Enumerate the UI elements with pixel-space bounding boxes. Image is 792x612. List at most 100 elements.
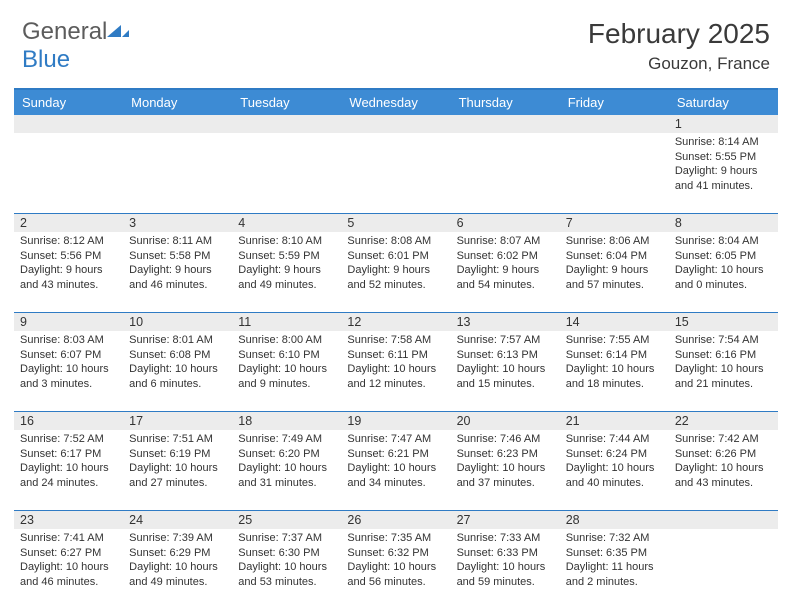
- day-cell: Sunrise: 8:08 AMSunset: 6:01 PMDaylight:…: [341, 232, 450, 312]
- day-cell: Sunrise: 8:11 AMSunset: 5:58 PMDaylight:…: [123, 232, 232, 312]
- daynum-row: 2345678: [14, 214, 778, 232]
- day-number: 23: [14, 511, 123, 529]
- day-number: 13: [451, 313, 560, 331]
- day-cell: Sunrise: 8:10 AMSunset: 5:59 PMDaylight:…: [232, 232, 341, 312]
- calendar: SundayMondayTuesdayWednesdayThursdayFrid…: [14, 88, 778, 609]
- weekday-label: Saturday: [669, 90, 778, 115]
- day-cell: Sunrise: 7:46 AMSunset: 6:23 PMDaylight:…: [451, 430, 560, 510]
- day-number: [560, 115, 669, 133]
- day-detail: Sunrise: 7:51 AMSunset: 6:19 PMDaylight:…: [129, 432, 226, 490]
- day-cell: Sunrise: 7:52 AMSunset: 6:17 PMDaylight:…: [14, 430, 123, 510]
- weekday-label: Wednesday: [341, 90, 450, 115]
- page-subtitle: Gouzon, France: [588, 54, 770, 74]
- logo: General Blue: [22, 18, 129, 74]
- day-detail: Sunrise: 7:32 AMSunset: 6:35 PMDaylight:…: [566, 531, 663, 589]
- day-cell: Sunrise: 7:54 AMSunset: 6:16 PMDaylight:…: [669, 331, 778, 411]
- day-number: 15: [669, 313, 778, 331]
- day-number: 6: [451, 214, 560, 232]
- logo-text: General Blue: [22, 18, 129, 74]
- day-cell: [123, 133, 232, 213]
- day-number: 27: [451, 511, 560, 529]
- day-detail: Sunrise: 7:33 AMSunset: 6:33 PMDaylight:…: [457, 531, 554, 589]
- day-cell: Sunrise: 8:06 AMSunset: 6:04 PMDaylight:…: [560, 232, 669, 312]
- calendar-week: Sunrise: 7:52 AMSunset: 6:17 PMDaylight:…: [14, 430, 778, 511]
- day-cell: Sunrise: 7:37 AMSunset: 6:30 PMDaylight:…: [232, 529, 341, 609]
- day-number: 21: [560, 412, 669, 430]
- day-cell: Sunrise: 7:58 AMSunset: 6:11 PMDaylight:…: [341, 331, 450, 411]
- day-detail: Sunrise: 7:37 AMSunset: 6:30 PMDaylight:…: [238, 531, 335, 589]
- day-detail: Sunrise: 7:42 AMSunset: 6:26 PMDaylight:…: [675, 432, 772, 490]
- day-number: 22: [669, 412, 778, 430]
- day-detail: Sunrise: 8:11 AMSunset: 5:58 PMDaylight:…: [129, 234, 226, 292]
- day-cell: Sunrise: 7:42 AMSunset: 6:26 PMDaylight:…: [669, 430, 778, 510]
- day-number: 1: [669, 115, 778, 133]
- weekday-label: Friday: [560, 90, 669, 115]
- day-cell: Sunrise: 7:44 AMSunset: 6:24 PMDaylight:…: [560, 430, 669, 510]
- day-number: 8: [669, 214, 778, 232]
- day-number: 28: [560, 511, 669, 529]
- weekday-label: Tuesday: [232, 90, 341, 115]
- day-cell: Sunrise: 7:47 AMSunset: 6:21 PMDaylight:…: [341, 430, 450, 510]
- day-detail: Sunrise: 7:55 AMSunset: 6:14 PMDaylight:…: [566, 333, 663, 391]
- day-detail: Sunrise: 8:10 AMSunset: 5:59 PMDaylight:…: [238, 234, 335, 292]
- day-number: 12: [341, 313, 450, 331]
- day-detail: Sunrise: 8:14 AMSunset: 5:55 PMDaylight:…: [675, 135, 772, 193]
- calendar-week: Sunrise: 8:12 AMSunset: 5:56 PMDaylight:…: [14, 232, 778, 313]
- day-detail: Sunrise: 7:35 AMSunset: 6:32 PMDaylight:…: [347, 531, 444, 589]
- weekday-label: Sunday: [14, 90, 123, 115]
- day-cell: [232, 133, 341, 213]
- day-number: [669, 511, 778, 529]
- day-detail: Sunrise: 7:47 AMSunset: 6:21 PMDaylight:…: [347, 432, 444, 490]
- day-cell: Sunrise: 7:55 AMSunset: 6:14 PMDaylight:…: [560, 331, 669, 411]
- day-cell: [341, 133, 450, 213]
- day-cell: [451, 133, 560, 213]
- day-detail: Sunrise: 8:07 AMSunset: 6:02 PMDaylight:…: [457, 234, 554, 292]
- day-number: 10: [123, 313, 232, 331]
- day-number: 5: [341, 214, 450, 232]
- day-cell: Sunrise: 8:03 AMSunset: 6:07 PMDaylight:…: [14, 331, 123, 411]
- calendar-week: Sunrise: 8:14 AMSunset: 5:55 PMDaylight:…: [14, 133, 778, 214]
- day-number: 16: [14, 412, 123, 430]
- day-cell: Sunrise: 8:12 AMSunset: 5:56 PMDaylight:…: [14, 232, 123, 312]
- day-cell: [14, 133, 123, 213]
- daynum-row: 1: [14, 115, 778, 133]
- day-number: 4: [232, 214, 341, 232]
- day-cell: Sunrise: 8:04 AMSunset: 6:05 PMDaylight:…: [669, 232, 778, 312]
- day-number: [123, 115, 232, 133]
- day-detail: Sunrise: 7:49 AMSunset: 6:20 PMDaylight:…: [238, 432, 335, 490]
- weekday-header: SundayMondayTuesdayWednesdayThursdayFrid…: [14, 90, 778, 115]
- day-cell: Sunrise: 7:35 AMSunset: 6:32 PMDaylight:…: [341, 529, 450, 609]
- day-detail: Sunrise: 7:58 AMSunset: 6:11 PMDaylight:…: [347, 333, 444, 391]
- day-number: 17: [123, 412, 232, 430]
- day-number: [341, 115, 450, 133]
- logo-mark-icon: [107, 18, 129, 34]
- day-detail: Sunrise: 7:52 AMSunset: 6:17 PMDaylight:…: [20, 432, 117, 490]
- title-block: February 2025 Gouzon, France: [588, 18, 770, 74]
- day-number: 20: [451, 412, 560, 430]
- day-detail: Sunrise: 8:00 AMSunset: 6:10 PMDaylight:…: [238, 333, 335, 391]
- logo-word-1: General: [22, 18, 107, 45]
- day-cell: [560, 133, 669, 213]
- day-number: [14, 115, 123, 133]
- day-number: [451, 115, 560, 133]
- calendar-week: Sunrise: 7:41 AMSunset: 6:27 PMDaylight:…: [14, 529, 778, 609]
- calendar-week: Sunrise: 8:03 AMSunset: 6:07 PMDaylight:…: [14, 331, 778, 412]
- day-cell: Sunrise: 8:00 AMSunset: 6:10 PMDaylight:…: [232, 331, 341, 411]
- daynum-row: 232425262728: [14, 511, 778, 529]
- day-detail: Sunrise: 7:39 AMSunset: 6:29 PMDaylight:…: [129, 531, 226, 589]
- day-cell: Sunrise: 7:39 AMSunset: 6:29 PMDaylight:…: [123, 529, 232, 609]
- day-detail: Sunrise: 8:04 AMSunset: 6:05 PMDaylight:…: [675, 234, 772, 292]
- day-number: 7: [560, 214, 669, 232]
- day-detail: Sunrise: 8:01 AMSunset: 6:08 PMDaylight:…: [129, 333, 226, 391]
- weekday-label: Thursday: [451, 90, 560, 115]
- day-detail: Sunrise: 8:12 AMSunset: 5:56 PMDaylight:…: [20, 234, 117, 292]
- logo-word-2: Blue: [22, 46, 70, 73]
- day-number: 19: [341, 412, 450, 430]
- day-cell: Sunrise: 7:41 AMSunset: 6:27 PMDaylight:…: [14, 529, 123, 609]
- day-cell: Sunrise: 7:51 AMSunset: 6:19 PMDaylight:…: [123, 430, 232, 510]
- daynum-row: 9101112131415: [14, 313, 778, 331]
- day-cell: [669, 529, 778, 609]
- day-detail: Sunrise: 7:44 AMSunset: 6:24 PMDaylight:…: [566, 432, 663, 490]
- day-cell: Sunrise: 8:14 AMSunset: 5:55 PMDaylight:…: [669, 133, 778, 213]
- day-detail: Sunrise: 8:06 AMSunset: 6:04 PMDaylight:…: [566, 234, 663, 292]
